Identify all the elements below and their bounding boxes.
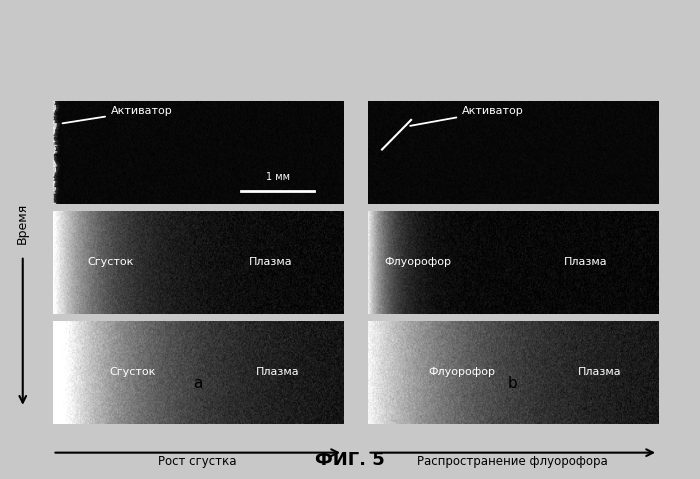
Text: Плазма: Плазма <box>256 367 300 377</box>
Text: a: a <box>193 376 202 391</box>
Text: Плазма: Плазма <box>578 367 622 377</box>
Text: Флуорофор: Флуорофор <box>385 257 452 267</box>
Text: Активатор: Активатор <box>410 106 524 126</box>
Text: Распространение флуорофора: Распространение флуорофора <box>417 455 608 468</box>
Text: Флуорофор: Флуорофор <box>428 367 496 377</box>
Text: Активатор: Активатор <box>62 106 172 123</box>
Text: Сгусток: Сгусток <box>109 367 155 377</box>
Text: ФИГ. 5: ФИГ. 5 <box>315 451 385 469</box>
Text: b: b <box>508 376 517 391</box>
Text: 1 мм: 1 мм <box>265 171 290 182</box>
Text: Плазма: Плазма <box>564 257 607 267</box>
Text: Сгусток: Сгусток <box>88 257 134 267</box>
Text: Рост сгустка: Рост сгустка <box>158 455 237 468</box>
Text: Время: Время <box>16 203 29 244</box>
Text: Плазма: Плазма <box>248 257 292 267</box>
